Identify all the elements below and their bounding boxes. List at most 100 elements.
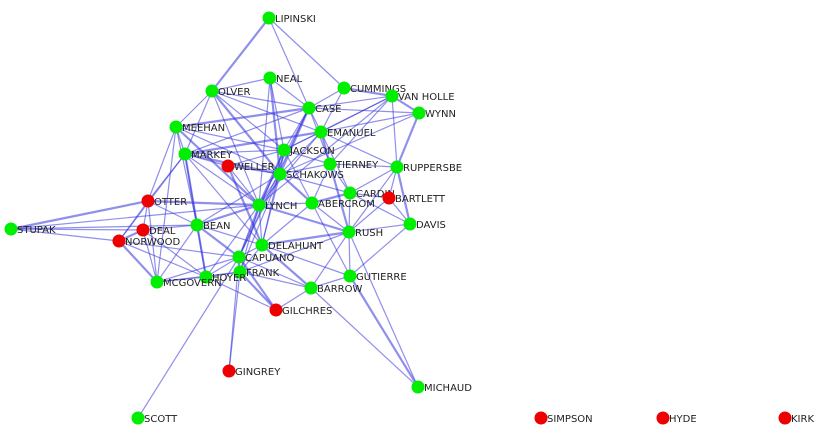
- edge: [275, 287, 312, 311]
- edge: [211, 90, 310, 109]
- node: [131, 411, 145, 425]
- node: [390, 160, 404, 174]
- edge: [211, 90, 260, 206]
- node-label: EMANUEL: [327, 128, 376, 139]
- node-label: LYNCH: [265, 201, 297, 212]
- edge: [239, 271, 277, 311]
- edge: [349, 166, 398, 194]
- edge: [238, 256, 312, 289]
- node-label: JACKSON: [289, 146, 335, 157]
- edge: [311, 191, 351, 205]
- node-label: BEAN: [203, 221, 231, 232]
- node-label: CASE: [315, 104, 342, 115]
- edge: [238, 256, 277, 311]
- node-label: ABERCROM: [318, 199, 375, 210]
- node-label: CARDIN: [356, 189, 395, 200]
- node: [169, 120, 183, 134]
- node: [277, 143, 291, 157]
- node: [382, 191, 396, 205]
- edge: [283, 149, 313, 204]
- edge: [196, 173, 281, 226]
- node-label: WELLER: [234, 162, 275, 173]
- node: [262, 11, 276, 25]
- edge: [147, 126, 177, 202]
- edge: [211, 90, 281, 175]
- edge: [156, 271, 241, 283]
- edge: [348, 223, 411, 233]
- edge: [175, 90, 213, 128]
- node-label: RUPPERSBE: [403, 163, 462, 174]
- node-label: OTTER: [154, 197, 187, 208]
- edge: [308, 95, 393, 109]
- edge: [156, 126, 177, 283]
- edge: [238, 204, 260, 258]
- edge: [258, 131, 322, 206]
- edge: [226, 165, 264, 246]
- edge: [10, 204, 260, 230]
- node-label: BARROW: [317, 284, 362, 295]
- edge: [348, 166, 398, 233]
- node-label: RUSH: [355, 228, 383, 239]
- edge: [196, 224, 263, 246]
- node-label: CUMMINGS: [350, 84, 406, 95]
- node: [252, 198, 266, 212]
- edge: [395, 166, 412, 225]
- edge: [283, 149, 331, 165]
- edge: [349, 223, 411, 277]
- node-label: BARTLETT: [395, 194, 446, 205]
- edge: [308, 87, 345, 109]
- edge: [184, 107, 310, 155]
- edge: [279, 173, 313, 204]
- node: [136, 223, 150, 237]
- edge: [261, 202, 313, 246]
- node-label: KIRK: [791, 414, 814, 425]
- node-label: MCGOVERN: [163, 278, 222, 289]
- edge: [147, 199, 260, 207]
- node: [221, 159, 235, 173]
- node: [412, 106, 426, 120]
- edge: [10, 224, 198, 230]
- edge: [239, 271, 312, 289]
- edge: [227, 165, 260, 206]
- edge: [310, 275, 351, 289]
- edge: [279, 163, 331, 175]
- edge: [268, 17, 310, 109]
- node: [273, 167, 287, 181]
- edge: [348, 231, 351, 277]
- node: [656, 411, 670, 425]
- node: [222, 364, 236, 378]
- node-label: GUTIERRE: [356, 272, 407, 283]
- edge: [196, 224, 240, 258]
- edge: [184, 149, 285, 155]
- edge: [311, 202, 350, 233]
- node: [337, 81, 351, 95]
- node-label: NORWOOD: [125, 237, 181, 248]
- edge: [279, 112, 420, 175]
- edge: [147, 200, 158, 283]
- edge: [348, 197, 390, 233]
- edge: [348, 231, 419, 388]
- node-label: MEEHAN: [182, 123, 225, 134]
- edge: [349, 192, 390, 199]
- node-label: MICHAUD: [424, 383, 472, 394]
- edge: [349, 275, 419, 388]
- edge: [279, 173, 351, 194]
- node-label: CAPUANO: [245, 253, 294, 264]
- node-label: LIPINSKI: [275, 14, 316, 25]
- edge: [156, 224, 198, 283]
- node: [205, 84, 219, 98]
- edge: [279, 131, 322, 175]
- node: [411, 380, 425, 394]
- edge: [10, 228, 144, 231]
- node: [190, 218, 204, 232]
- node-label: HOYER: [212, 273, 246, 284]
- node: [305, 196, 319, 210]
- node-label: GILCHRES: [282, 306, 332, 317]
- edge: [227, 149, 285, 167]
- node-label: MARKEY: [191, 150, 233, 161]
- node-label: STUPAK: [17, 225, 56, 236]
- edge: [239, 231, 350, 273]
- edge: [184, 153, 263, 246]
- edge: [343, 86, 393, 98]
- edge: [205, 204, 260, 278]
